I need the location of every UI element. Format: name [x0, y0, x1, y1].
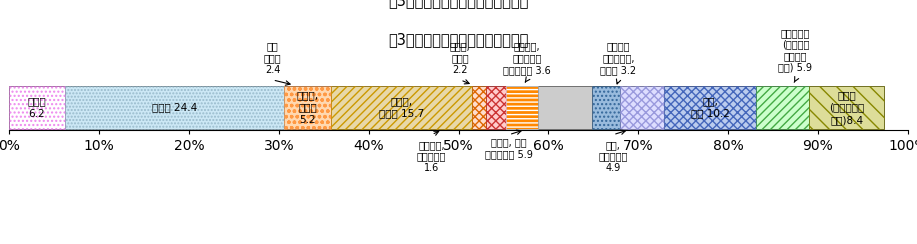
Bar — [756, 86, 809, 129]
Text: 金融業,
保険業
2.2: 金融業, 保険業 2.2 — [450, 41, 470, 75]
Text: 教育,
学習支援業
4.9: 教育, 学習支援業 4.9 — [599, 140, 628, 173]
Text: 図3　主な産業別就業者数の構成比: 図3 主な産業別就業者数の構成比 — [388, 0, 529, 9]
Text: 図3　主な産業別就業者数の構成比: 図3 主な産業別就業者数の構成比 — [388, 32, 529, 47]
Bar — [538, 86, 591, 129]
Bar — [756, 86, 809, 129]
Bar — [809, 86, 885, 129]
Bar — [331, 86, 472, 129]
Bar — [664, 86, 756, 129]
Bar — [65, 86, 284, 129]
Bar — [472, 86, 486, 129]
Bar — [472, 86, 486, 129]
Bar — [620, 86, 664, 129]
Bar — [664, 86, 756, 129]
Bar — [538, 86, 591, 129]
Text: 情報
通信業
2.4: 情報 通信業 2.4 — [264, 41, 282, 75]
Bar — [591, 86, 620, 129]
Bar — [591, 86, 620, 129]
Text: 生活関連
サービス業,
娯楽業 3.2: 生活関連 サービス業, 娯楽業 3.2 — [601, 41, 636, 75]
Text: 運輸業,
郵便業
5.2: 運輸業, 郵便業 5.2 — [296, 90, 318, 125]
Bar — [486, 86, 506, 129]
Bar — [809, 86, 885, 129]
Text: 宿泊業, 飲食
サービス業 5.9: 宿泊業, 飲食 サービス業 5.9 — [485, 138, 533, 159]
Bar — [486, 86, 506, 129]
Bar — [65, 86, 284, 129]
Bar — [284, 86, 331, 129]
Bar — [331, 86, 472, 129]
Bar — [9, 86, 65, 129]
Bar — [284, 86, 331, 129]
Text: その他
(左記以外の
もの)8.4: その他 (左記以外の もの)8.4 — [829, 90, 865, 125]
Text: 不動産業,
物品賃貸業
1.6: 不動産業, 物品賃貸業 1.6 — [417, 140, 447, 173]
Text: 製造業 24.4: 製造業 24.4 — [152, 102, 197, 112]
Text: 医療,
福祉 10.2: 医療, 福祉 10.2 — [691, 96, 730, 119]
Bar — [506, 86, 538, 129]
Bar — [9, 86, 65, 129]
Text: 学術研究,
専門・技術
サービス業 3.6: 学術研究, 専門・技術 サービス業 3.6 — [503, 41, 551, 75]
Text: サービス業
(他に分類
されない
もの) 5.9: サービス業 (他に分類 されない もの) 5.9 — [779, 28, 812, 72]
Bar — [620, 86, 664, 129]
Text: 卸売業,
小売業 15.7: 卸売業, 小売業 15.7 — [379, 96, 424, 119]
Bar — [506, 86, 538, 129]
Text: 建設業
6.2: 建設業 6.2 — [28, 96, 47, 119]
